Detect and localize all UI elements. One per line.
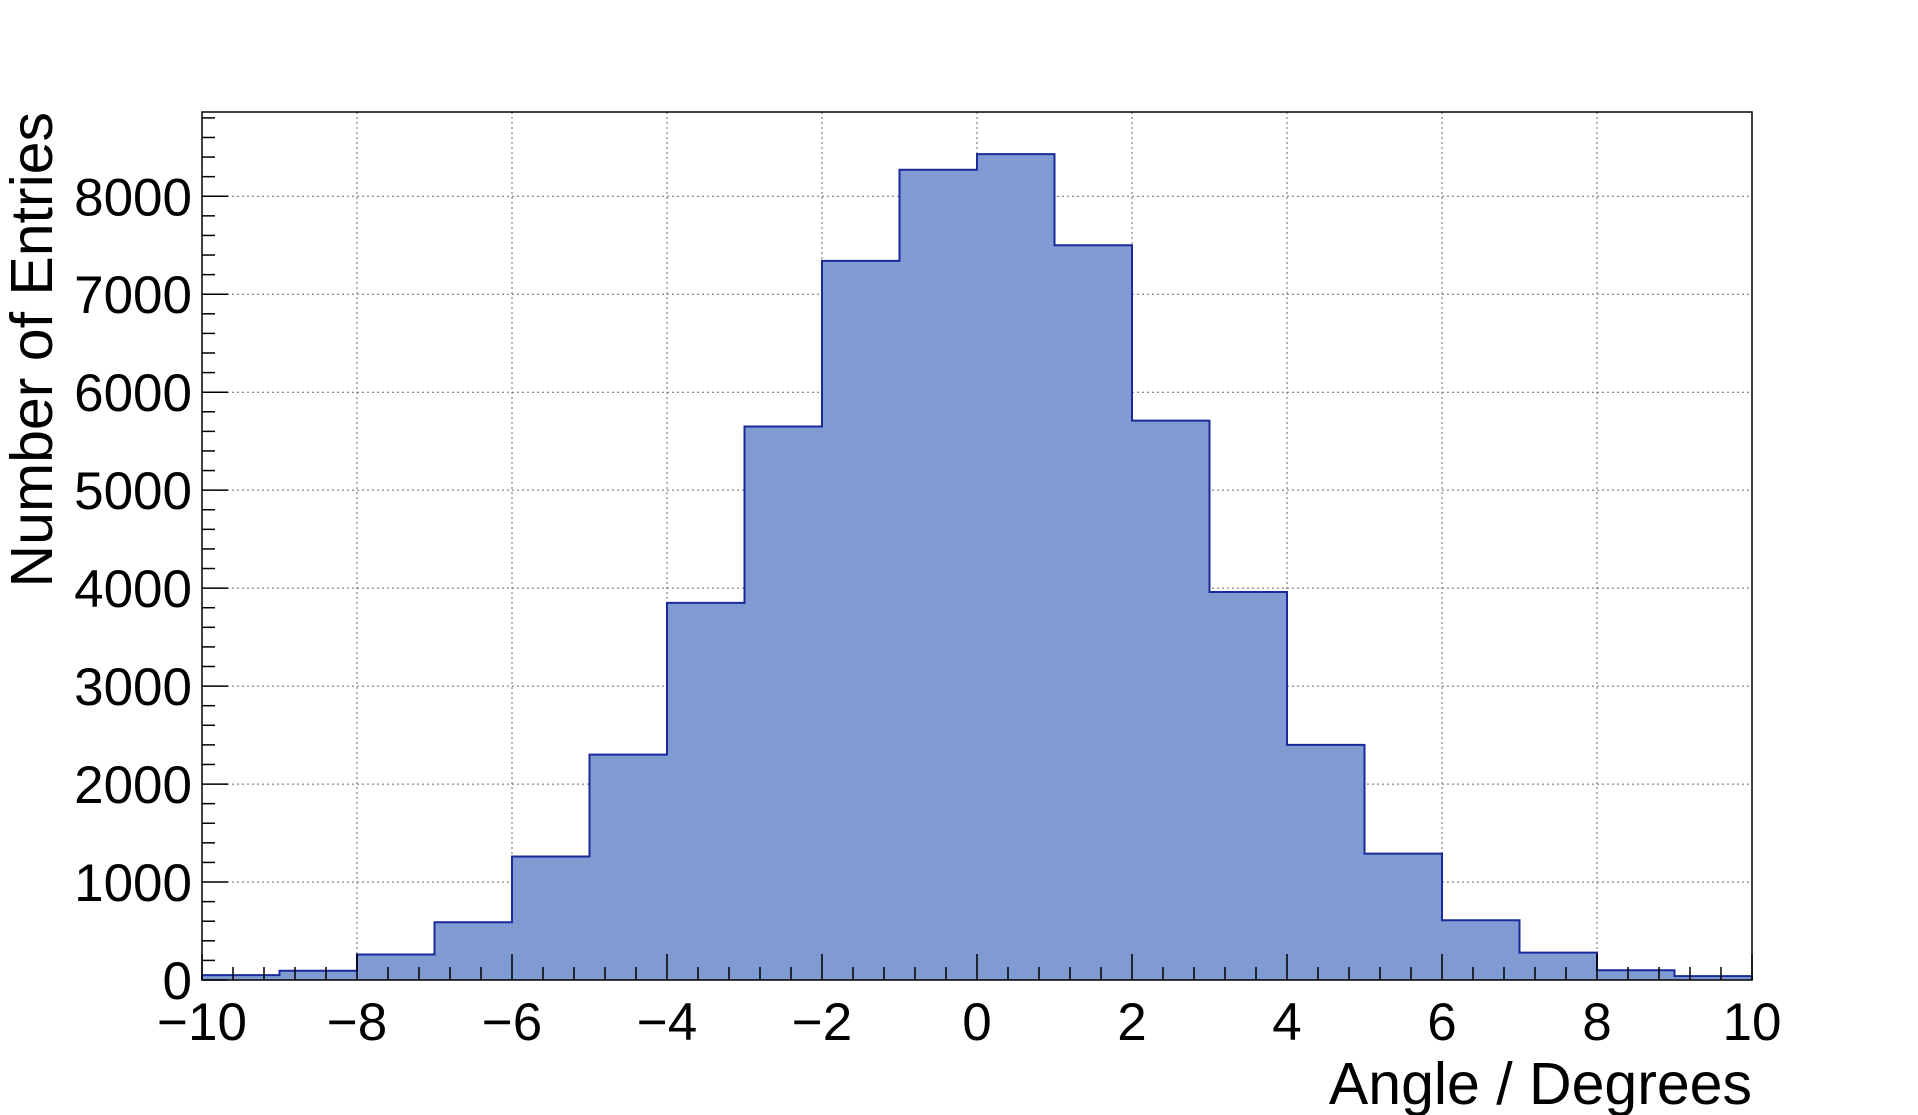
histogram-bar: [1209, 592, 1287, 980]
histogram-bar: [434, 922, 512, 980]
y-tick-label: 3000: [74, 658, 192, 717]
y-axis-title: Number of Entries: [0, 112, 65, 587]
histogram-bar: [899, 169, 977, 980]
x-tick-label: −2: [792, 993, 852, 1052]
histogram-bar: [512, 856, 590, 980]
histogram-bar: [1519, 952, 1597, 980]
histogram-step-line: [201, 153, 1753, 980]
x-tick-labels: −10 −8 −6 −4 −2 0 2 4 6 8 10: [157, 993, 1781, 1052]
y-tick-label: 0: [163, 952, 192, 1011]
x-tick-label: −8: [327, 993, 387, 1052]
x-axis-title: Angle / Degrees: [1329, 1051, 1752, 1115]
x-tick-label: −4: [637, 993, 697, 1052]
histogram-bar: [1132, 420, 1210, 980]
x-tick-label: −10: [157, 993, 247, 1052]
plot-frame: [201, 111, 1753, 981]
histogram-bar: [822, 260, 900, 980]
histogram-bar: [202, 975, 280, 980]
histogram-bar: [279, 970, 357, 980]
histogram-bar: [1287, 744, 1365, 980]
histogram-bar: [744, 426, 822, 981]
x-tick-label: 0: [962, 993, 991, 1052]
y-tick-labels: 0 1000 2000 3000 4000 5000 6000 7000 8000: [74, 168, 192, 1011]
y-tick-label: 8000: [74, 168, 192, 227]
histogram-bar: [1054, 245, 1132, 981]
y-tick-label: 6000: [74, 364, 192, 423]
x-tick-label: 10: [1723, 993, 1782, 1052]
x-tick-label: 4: [1272, 993, 1301, 1052]
histogram-bar: [977, 154, 1055, 980]
y-tick-label: 5000: [74, 462, 192, 521]
histogram-bar: [1597, 970, 1675, 980]
x-tick-label: 2: [1117, 993, 1146, 1052]
histogram-bar: [1442, 920, 1520, 980]
y-tick-label: 1000: [74, 854, 192, 913]
x-tick-label: −6: [482, 993, 542, 1052]
x-tick-label: 8: [1582, 993, 1611, 1052]
histogram-bar: [357, 954, 435, 980]
histogram-bars: [202, 154, 1752, 981]
x-tick-label: 6: [1427, 993, 1456, 1052]
histogram-bar: [667, 602, 745, 980]
y-tick-label: 7000: [74, 266, 192, 325]
axis-ticks: [201, 117, 1753, 981]
y-tick-label: 4000: [74, 560, 192, 619]
histogram-bar: [1364, 853, 1442, 980]
histogram-bar: [589, 754, 667, 980]
histogram-outline: [201, 153, 1753, 980]
histogram-bar: [1674, 976, 1752, 980]
y-tick-label: 2000: [74, 756, 192, 815]
